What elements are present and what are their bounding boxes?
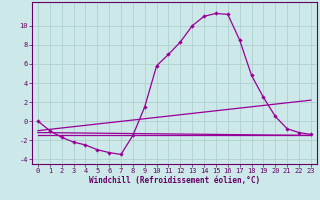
X-axis label: Windchill (Refroidissement éolien,°C): Windchill (Refroidissement éolien,°C) — [89, 176, 260, 185]
